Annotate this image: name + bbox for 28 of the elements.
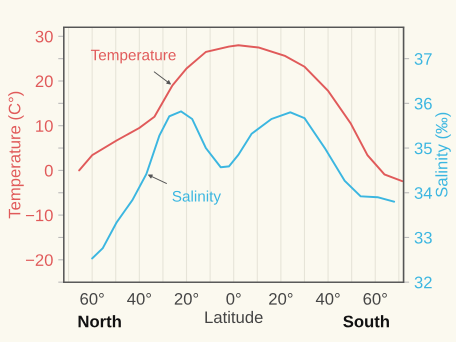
y2-tick-label: 33 <box>414 232 432 244</box>
series-label: Temperature <box>90 50 176 64</box>
y2-tick-label: 36 <box>414 98 432 110</box>
y2-axis-title: Salinity (‰) <box>435 112 451 198</box>
y-tick-label: 30 <box>36 30 53 43</box>
y2-tick-label: 37 <box>414 53 432 65</box>
x-tick-label: 0° <box>226 293 241 305</box>
y-tick-label: −10 <box>26 210 53 222</box>
text: South <box>343 315 389 328</box>
y2-tick-label: 32 <box>414 276 432 288</box>
x-tick-label: 40° <box>127 293 151 305</box>
line-series <box>78 44 404 182</box>
y-tick-label: −20 <box>26 254 53 266</box>
x-tick-label: 20° <box>269 293 292 305</box>
x-axis-title: Latitude <box>205 310 263 324</box>
x-tick-label: 20° <box>174 293 198 305</box>
y2-tick-label: 35 <box>414 142 432 154</box>
x-tick-label: 60° <box>363 293 387 305</box>
text: North <box>78 315 121 328</box>
y-tick-label: 20 <box>36 75 53 88</box>
x-tick-label: 40° <box>316 293 340 305</box>
y2-tick-label: 34 <box>414 187 432 199</box>
y-tick-label: 0 <box>44 164 53 177</box>
y-axis-title: Temperature (C°) <box>8 92 24 218</box>
y-tick-label: 10 <box>36 120 53 132</box>
x-tick-label: 60° <box>80 293 104 305</box>
line-series <box>91 110 396 260</box>
series-label: Salinity <box>172 190 222 205</box>
